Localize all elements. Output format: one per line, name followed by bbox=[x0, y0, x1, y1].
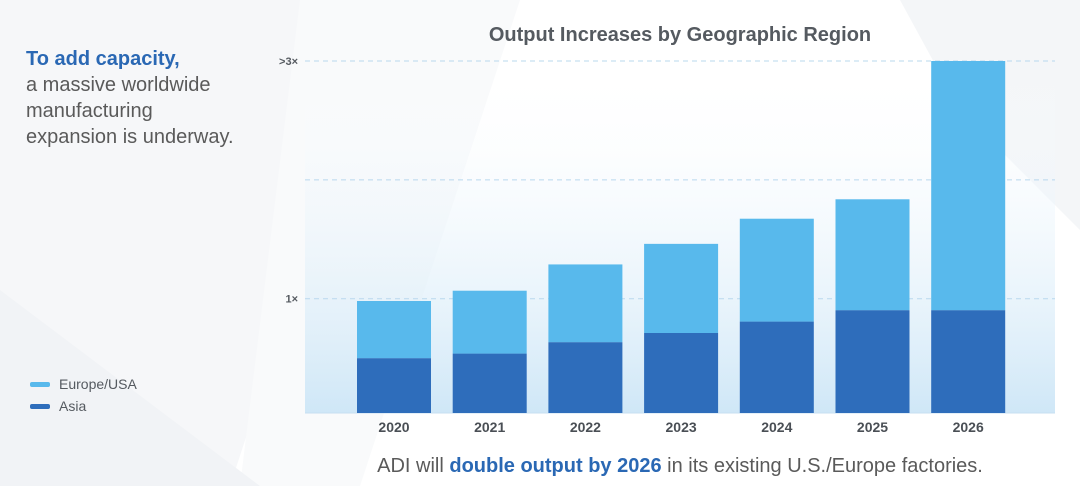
footer-highlight: double output by 2026 bbox=[449, 455, 662, 477]
bar-asia-2021 bbox=[452, 353, 527, 413]
legend-label: Europe/USA bbox=[59, 376, 137, 392]
axis-labels: 1× >3× 2020 2021 2022 2023 2024 2025 2026 bbox=[279, 56, 984, 435]
bar-asia-2023 bbox=[644, 333, 719, 413]
intro-line: a massive worldwide bbox=[26, 74, 211, 96]
bar-asia-2026 bbox=[931, 310, 1006, 413]
x-tick-label: 2026 bbox=[953, 419, 984, 435]
bar-asia-2024 bbox=[739, 321, 814, 413]
chart-title: Output Increases by Geographic Region bbox=[488, 24, 872, 46]
x-tick-label: 2022 bbox=[570, 419, 601, 435]
footer-suffix: in its existing U.S./Europe factories. bbox=[661, 455, 983, 477]
bar-europe-usa-2023 bbox=[644, 243, 719, 333]
y-tick-label: >3× bbox=[279, 56, 298, 68]
x-tick-label: 2023 bbox=[666, 419, 697, 435]
x-tick-label: 2020 bbox=[378, 419, 409, 435]
footer-prefix: ADI will bbox=[377, 455, 450, 477]
legend: Europe/USA Asia bbox=[30, 373, 137, 417]
x-tick-label: 2024 bbox=[761, 419, 792, 435]
bar-asia-2020 bbox=[357, 358, 431, 413]
bar-europe-usa-2021 bbox=[452, 290, 527, 354]
footer-caption: ADI will double output by 2026 in its ex… bbox=[305, 455, 1055, 478]
bar-europe-usa-2022 bbox=[548, 264, 623, 343]
legend-swatch bbox=[30, 381, 50, 387]
x-tick-label: 2021 bbox=[474, 419, 505, 435]
legend-item-europe-usa: Europe/USA bbox=[30, 373, 137, 395]
bar-europe-usa-2025 bbox=[835, 199, 910, 311]
bar-europe-usa-2024 bbox=[739, 218, 814, 322]
intro-text: To add capacity, a massive worldwide man… bbox=[26, 46, 276, 150]
intro-line: expansion is underway. bbox=[26, 126, 234, 148]
intro-heading: To add capacity, bbox=[26, 48, 180, 70]
legend-item-asia: Asia bbox=[30, 395, 137, 417]
bars bbox=[357, 61, 1006, 413]
legend-swatch bbox=[30, 403, 50, 409]
bar-asia-2025 bbox=[835, 310, 910, 413]
y-tick-label: 1× bbox=[285, 294, 298, 306]
bar-europe-usa-2026 bbox=[931, 61, 1006, 311]
legend-label: Asia bbox=[59, 398, 87, 414]
bar-asia-2022 bbox=[548, 342, 623, 413]
bar-europe-usa-2020 bbox=[357, 301, 431, 359]
x-tick-label: 2025 bbox=[857, 419, 888, 435]
intro-line: manufacturing bbox=[26, 100, 153, 122]
